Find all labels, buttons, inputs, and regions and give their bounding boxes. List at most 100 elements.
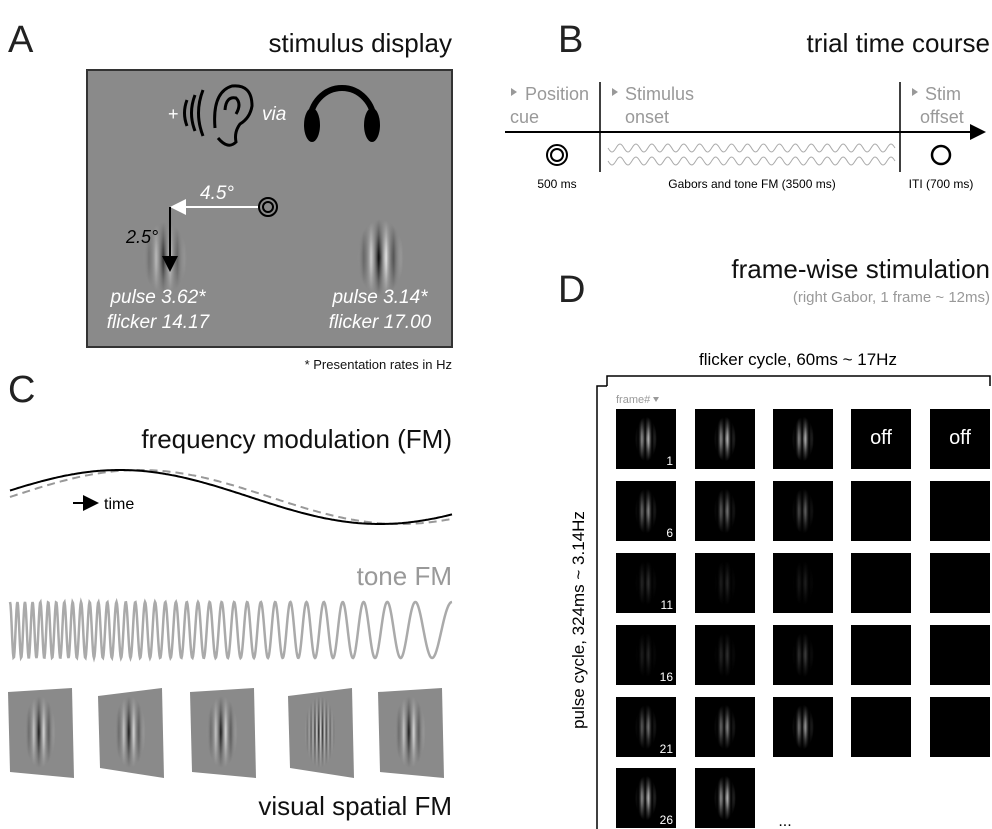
via-label: via — [262, 104, 286, 125]
frame-cell — [851, 553, 911, 613]
frame-header-marker — [653, 397, 659, 402]
duration-label: 500 ms — [537, 177, 576, 191]
wave-line — [608, 157, 895, 165]
tone-fm-wave — [10, 602, 452, 658]
frame-gabor — [703, 486, 747, 536]
footnote: * Presentation rates in Hz — [305, 357, 452, 372]
frame-header: frame# — [616, 394, 651, 406]
frame-gabor — [781, 486, 825, 536]
frame-background — [851, 553, 911, 613]
panel-letter: C — [8, 369, 35, 411]
frame-gabor — [703, 773, 747, 823]
off-label: off — [870, 427, 892, 449]
frame-gabor — [703, 414, 747, 464]
ellipsis: ... — [778, 813, 791, 829]
right-pulse: pulse 3.14* — [331, 287, 428, 308]
gabor-stripes — [378, 692, 442, 772]
frame-cell — [930, 625, 990, 685]
frame-number: 26 — [660, 813, 674, 827]
frame-background — [930, 481, 990, 541]
frame-cell — [773, 625, 833, 685]
frame-cell: off — [930, 409, 990, 469]
cue-circle-inner — [551, 149, 563, 161]
frame-number: 11 — [661, 598, 674, 612]
stimulus-waves — [608, 144, 895, 165]
frame-cell: 21 — [616, 697, 676, 757]
figure: A stimulus display + via 4.5° 2.5° pulse… — [0, 0, 992, 829]
frame-cell — [773, 409, 833, 469]
pulse-cycle-label: pulse cycle, 324ms ~ 3.14Hz — [569, 511, 588, 729]
phase-label: Position — [525, 84, 589, 104]
frame-background — [930, 697, 990, 757]
frame-cell: 26 — [616, 768, 676, 828]
pulse-bracket — [597, 386, 607, 829]
right-flicker: flicker 17.00 — [329, 312, 432, 333]
spatial-gabor — [98, 688, 164, 778]
frame-cell: 16 — [616, 625, 676, 685]
frame-cell — [695, 768, 755, 828]
spatial-gabor — [378, 688, 444, 778]
phase-label: Stimulus — [625, 84, 694, 104]
frame-gabor — [781, 414, 825, 464]
phase-label: cue — [510, 107, 539, 127]
frame-number: 21 — [660, 742, 674, 756]
frame-cell — [773, 553, 833, 613]
gabor-stripes — [98, 692, 162, 772]
left-pulse: pulse 3.62* — [109, 287, 206, 308]
frame-gabor — [703, 630, 747, 680]
iti-circle — [932, 146, 950, 164]
spatial-gabor — [288, 688, 354, 778]
frame-number: 6 — [666, 526, 673, 540]
phase-label: Stim — [925, 84, 961, 104]
panel-letter: B — [558, 19, 583, 61]
frame-gabor — [781, 630, 825, 680]
panel-title: frequency modulation (FM) — [141, 424, 452, 454]
frame-cell — [930, 697, 990, 757]
flicker-bracket — [607, 376, 990, 386]
panel-title: frame-wise stimulation — [731, 254, 990, 284]
frame-number: 16 — [660, 670, 674, 684]
frame-background — [930, 553, 990, 613]
frame-cell — [695, 481, 755, 541]
frame-cell: 1 — [616, 409, 676, 469]
frame-gabor — [624, 486, 668, 536]
frame-cell: 6 — [616, 481, 676, 541]
visual-label: visual spatial FM — [258, 791, 452, 821]
frame-gabor — [703, 702, 747, 752]
phase-label: onset — [625, 107, 669, 127]
spatial-gabor — [8, 688, 74, 778]
gabor-stripes — [8, 692, 72, 772]
gabor-stripes — [190, 692, 254, 772]
frame-cell — [695, 697, 755, 757]
frame-gabor — [624, 414, 668, 464]
frame-cell — [695, 553, 755, 613]
frame-number: 1 — [666, 454, 673, 468]
tone-label: tone FM — [357, 561, 452, 591]
frame-cell — [930, 481, 990, 541]
left-flicker: flicker 14.17 — [107, 312, 211, 333]
frame-background — [851, 697, 911, 757]
plus-sign: + — [168, 104, 179, 124]
panel-subtitle: (right Gabor, 1 frame ~ 12ms) — [793, 289, 990, 306]
frame-gabor — [781, 702, 825, 752]
frame-cell — [851, 481, 911, 541]
frame-background — [851, 481, 911, 541]
vertical-eccentricity: 2.5° — [125, 227, 158, 247]
duration-label: Gabors and tone FM (3500 ms) — [668, 177, 835, 191]
frame-background — [851, 625, 911, 685]
frame-gabor — [781, 558, 825, 608]
wave-line — [608, 144, 895, 152]
frame-background — [930, 625, 990, 685]
frame-cell — [695, 409, 755, 469]
time-label: time — [104, 496, 134, 513]
panel-letter: D — [558, 269, 585, 311]
frame-cell: 11 — [616, 553, 676, 613]
phase-label: offset — [920, 107, 964, 127]
frame-cell — [773, 481, 833, 541]
spatial-gabor — [190, 688, 256, 778]
frame-gabor — [703, 558, 747, 608]
frame-cell: off — [851, 409, 911, 469]
frame-cell — [695, 625, 755, 685]
off-label: off — [949, 427, 971, 449]
panel-title: trial time course — [807, 28, 991, 58]
